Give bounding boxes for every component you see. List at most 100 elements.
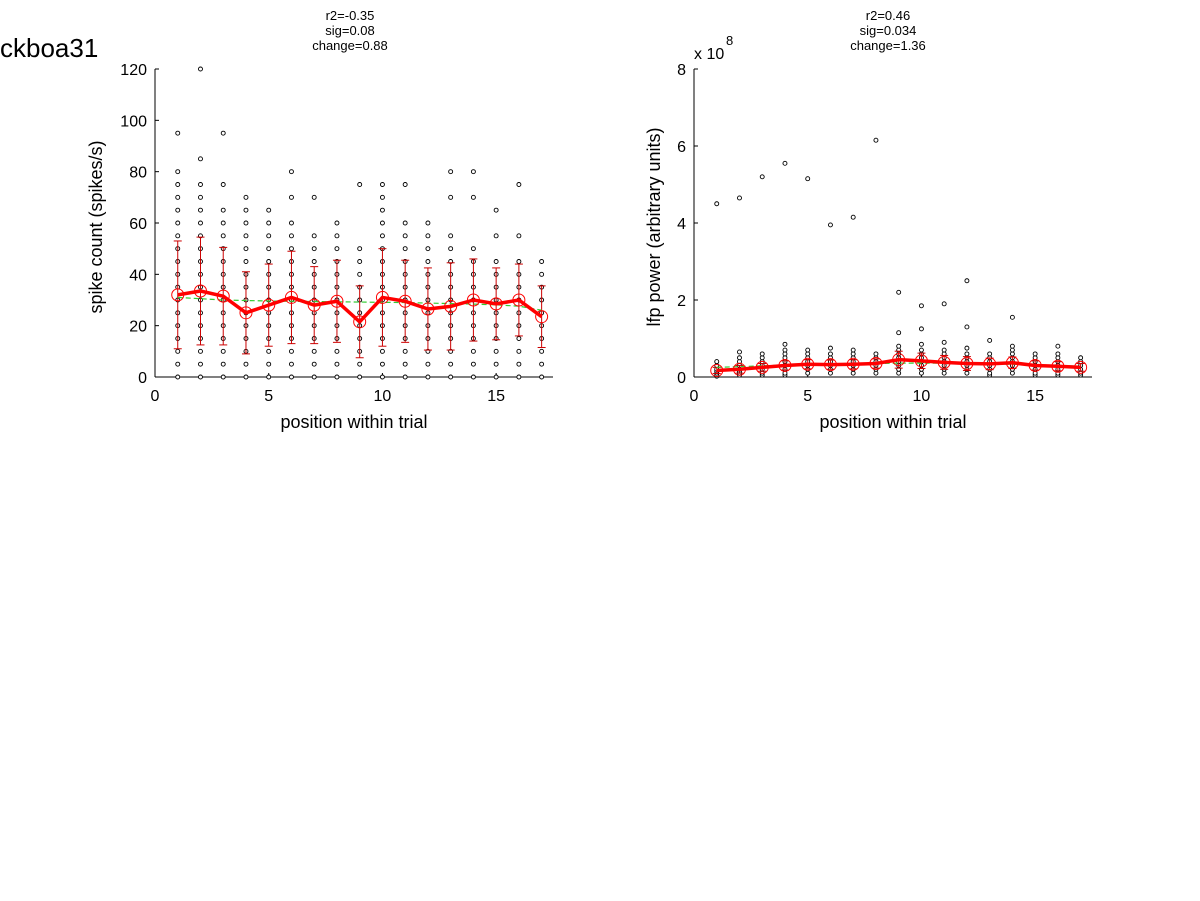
data-point [737, 355, 742, 361]
data-point [289, 374, 294, 380]
mean-marker [983, 357, 997, 371]
data-point [198, 156, 203, 162]
mean-marker [512, 293, 526, 307]
data-point [243, 220, 249, 226]
data-point [379, 361, 385, 367]
data-point [1009, 343, 1015, 349]
data-point [493, 361, 499, 367]
y-axis-label: spike count (spikes/s) [86, 140, 106, 313]
data-point [379, 194, 385, 200]
data-point [289, 246, 294, 252]
data-point [1078, 355, 1084, 361]
data-point [539, 361, 545, 367]
y-tick-label: 120 [120, 62, 147, 79]
mean-marker [1051, 359, 1065, 373]
data-point [828, 351, 833, 357]
data-point [873, 351, 879, 357]
mean-marker [914, 354, 928, 368]
stat-line: change=0.88 [312, 38, 388, 53]
data-point [941, 339, 947, 345]
stat-line: r2=0.46 [866, 8, 910, 23]
data-point [266, 259, 272, 264]
data-point [448, 361, 454, 367]
data-point [850, 355, 856, 361]
data-point [311, 374, 317, 380]
data-point [896, 289, 902, 295]
figure-title: ckboa31 [0, 33, 98, 63]
data-point [805, 355, 811, 361]
data-point [175, 233, 181, 239]
mean-marker [755, 360, 769, 374]
data-point [828, 370, 833, 376]
data-point [448, 233, 454, 239]
mean-marker [869, 357, 883, 371]
data-point [402, 374, 408, 380]
data-point [175, 207, 181, 213]
data-point [516, 348, 522, 354]
data-point [243, 233, 249, 239]
data-point [516, 336, 522, 341]
data-point [448, 374, 454, 380]
mean-marker [216, 289, 230, 303]
data-point [425, 361, 431, 367]
data-point [425, 259, 431, 264]
data-point [289, 361, 294, 367]
data-point [266, 233, 272, 239]
y-tick-label: 60 [129, 216, 147, 233]
data-point [357, 374, 363, 380]
mean-marker [892, 353, 906, 367]
data-point [714, 201, 720, 207]
data-point [243, 207, 249, 213]
mean-marker [284, 290, 298, 304]
data-point [1055, 355, 1061, 361]
data-point [425, 246, 431, 252]
data-point [266, 348, 272, 354]
data-point [175, 348, 181, 354]
data-point [402, 182, 408, 187]
data-point [782, 160, 788, 166]
data-point [493, 207, 499, 213]
data-point [964, 351, 970, 357]
data-point [266, 374, 272, 380]
x-tick-label: 5 [264, 388, 273, 405]
data-point [782, 351, 788, 357]
y-tick-label: 4 [677, 216, 686, 233]
mean-marker [307, 298, 321, 312]
data-point [357, 259, 363, 264]
data-point [334, 361, 340, 367]
y-exponent-label: x 10 [694, 46, 724, 63]
y-tick-label: 0 [138, 370, 147, 387]
data-point [918, 347, 924, 353]
data-point [1009, 351, 1015, 357]
data-point [266, 246, 272, 252]
data-point [289, 194, 294, 200]
data-point [357, 182, 363, 187]
data-point [941, 370, 947, 376]
data-point [782, 341, 788, 347]
data-point [850, 351, 856, 357]
data-point [964, 324, 970, 330]
mean-marker [1005, 356, 1019, 370]
data-point [357, 271, 363, 277]
y-tick-label: 20 [129, 319, 147, 336]
data-point [379, 233, 385, 239]
data-point [714, 359, 720, 365]
data-point [539, 271, 545, 277]
mean-marker [1028, 358, 1042, 372]
data-point [175, 169, 181, 175]
data-point [1055, 343, 1061, 349]
data-point [493, 348, 499, 354]
mean-marker [330, 294, 344, 308]
data-point [266, 361, 272, 367]
data-point [964, 278, 970, 284]
data-point [334, 374, 340, 380]
mean-marker [239, 306, 253, 320]
y-tick-label: 6 [677, 139, 686, 156]
x-axis-label: position within trial [819, 412, 966, 432]
y-tick-label: 80 [129, 165, 147, 182]
data-point [243, 246, 249, 252]
data-point [220, 182, 226, 187]
data-point [1009, 314, 1015, 320]
